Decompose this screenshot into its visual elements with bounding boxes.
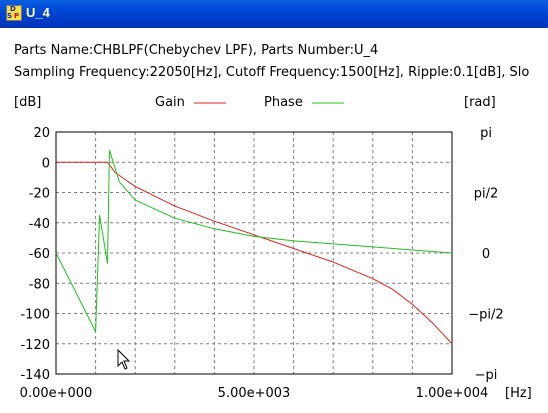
- series-phase-line: [55, 150, 453, 332]
- y-tick-label: -100: [20, 308, 50, 323]
- mouse-pointer-icon: [117, 348, 131, 370]
- legend-gain-label: Gain: [155, 95, 185, 110]
- series-gain-line: [56, 161, 453, 345]
- x-tick-label: 1.00e+004: [416, 386, 489, 401]
- plot-window: Parts Name:CHBLPF(Chebychev LPF), Parts …: [0, 28, 548, 413]
- x-axis-labels: 0.00e+000 5.00e+003 1.00e+004: [20, 386, 489, 401]
- y2-tick-label: 0: [482, 247, 490, 262]
- y-tick-label: 0: [42, 156, 50, 171]
- x-tick-label: 0.00e+000: [20, 386, 93, 401]
- y2-tick-label: pi: [480, 126, 492, 141]
- y-tick-label: 20: [33, 126, 50, 141]
- x-tick-label: 5.00e+003: [218, 386, 291, 401]
- y2-tick-label: −pi/2: [468, 308, 503, 323]
- y-tick-label: -20: [29, 187, 50, 202]
- y-tick-label: -140: [20, 368, 50, 383]
- y2-axis-labels: pi pi/2 0 −pi/2 −pi: [468, 126, 503, 383]
- left-axis-unit: [dB]: [14, 95, 42, 110]
- y-axis-labels: 20 0 -20 -40 -60 -80 -100 -120 -140: [20, 126, 50, 383]
- chart-grid: [56, 132, 452, 374]
- y2-tick-label: −pi: [475, 368, 498, 383]
- window-title: U_4: [26, 5, 50, 20]
- series-layer: [55, 150, 453, 345]
- y-tick-label: -120: [20, 338, 50, 353]
- y2-tick-label: pi/2: [474, 187, 499, 202]
- x-axis-unit: [Hz]: [505, 386, 532, 401]
- y-tick-label: -40: [29, 217, 50, 232]
- y-tick-label: -80: [29, 277, 50, 292]
- parts-info-line: Parts Name:CHBLPF(Chebychev LPF), Parts …: [14, 43, 379, 58]
- y-tick-label: -60: [29, 247, 50, 262]
- sampling-info-line: Sampling Frequency:22050[Hz], Cutoff Fre…: [14, 65, 530, 80]
- right-axis-unit: [rad]: [464, 95, 496, 110]
- legend-phase-label: Phase: [264, 95, 303, 110]
